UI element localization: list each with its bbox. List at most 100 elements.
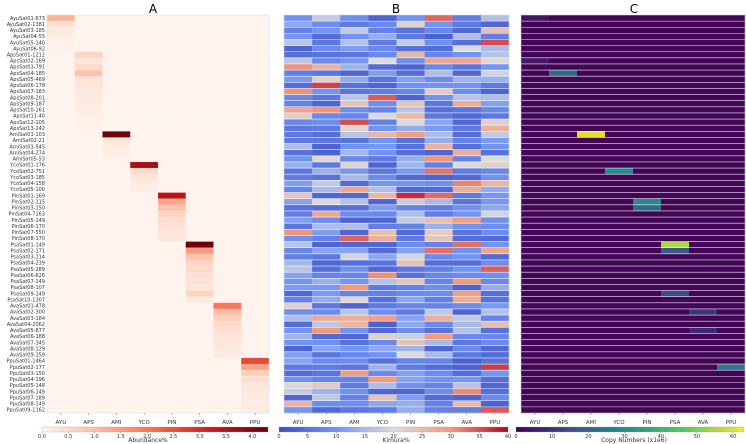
cell-b-17-7 [480,119,510,126]
cell-b-50-4 [396,321,425,328]
cell-c-37-6 [689,241,718,248]
cell-b-8-4 [396,63,425,71]
row-label: PinSat05-149 [12,218,45,224]
cell-b-21-6 [452,143,482,150]
cell-c-25-3 [605,168,634,175]
cell-a-62-0 [47,394,75,401]
cell-c-38-6 [689,247,718,254]
cell-b-4-1 [312,39,341,46]
cell-c-30-5 [661,198,690,206]
cell-c-25-1 [549,168,578,175]
cell-b-57-4 [396,364,425,371]
cell-a-36-5 [185,235,214,242]
cell-b-45-5 [424,290,453,297]
cell-a-51-1 [74,327,103,334]
cell-c-61-5 [661,388,690,395]
cell-c-19-4 [633,131,662,138]
cell-b-8-3 [368,63,397,71]
cell-b-34-5 [424,223,453,230]
cell-a-34-5 [185,223,214,230]
cell-c-43-1 [549,278,578,285]
cell-a-19-1 [74,131,103,138]
cell-b-42-1 [312,272,341,279]
cell-b-3-2 [340,33,369,40]
cell-b-5-3 [368,45,397,52]
cell-c-6-1 [549,51,578,59]
cell-c-7-7 [717,57,746,65]
cell-a-58-3 [130,370,159,377]
cell-c-11-0 [521,82,550,89]
cell-a-7-6 [213,57,242,65]
cell-b-48-4 [396,308,425,316]
cell-b-29-0 [284,192,313,199]
cell-b-52-2 [340,333,369,340]
cell-a-35-1 [74,229,103,236]
cell-c-34-1 [549,223,578,230]
cell-b-46-0 [284,296,313,303]
col-label-c: PSA [670,420,681,426]
cell-c-12-3 [605,88,634,95]
cell-a-46-0 [47,296,75,303]
cell-a-29-7 [241,192,270,199]
col-label-a: AVA [222,420,233,426]
cell-c-17-3 [605,119,634,126]
cell-b-60-7 [480,382,510,389]
cell-b-63-4 [396,400,425,408]
cell-a-1-6 [213,21,242,28]
cell-a-6-6 [213,51,242,59]
cell-c-37-5 [661,241,690,248]
cell-c-56-6 [689,357,718,365]
cell-b-57-6 [452,364,482,371]
cell-c-7-3 [605,57,634,65]
cell-b-0-0 [284,15,313,22]
cell-a-32-4 [158,210,186,218]
cell-c-33-5 [661,217,690,224]
cell-c-49-4 [633,315,662,322]
cell-b-40-5 [424,259,453,267]
cell-a-5-1 [74,45,103,52]
cell-b-23-5 [424,155,453,163]
cell-c-0-2 [577,15,606,22]
cell-b-2-6 [452,27,482,34]
cell-c-22-3 [605,149,634,157]
cell-b-40-4 [396,259,425,267]
cell-c-33-2 [577,217,606,224]
cell-a-26-7 [241,174,270,181]
cell-b-8-2 [340,63,369,71]
cell-a-7-0 [47,57,75,65]
cell-c-3-3 [605,33,634,40]
cell-b-55-6 [452,351,482,359]
cell-c-12-0 [521,88,550,95]
cell-a-49-6 [213,315,242,322]
row-label: PpuSat03-150 [10,371,45,377]
cell-c-36-0 [521,235,550,242]
cell-a-4-3 [130,39,159,46]
colorbar-tick-label-a: 0.0 [38,434,46,440]
cell-a-10-1 [74,76,103,83]
cell-a-8-7 [241,63,270,71]
cell-b-60-3 [368,382,397,389]
cell-c-9-0 [521,70,550,77]
cell-a-22-4 [158,149,186,157]
cell-a-60-6 [213,382,242,389]
cell-c-9-3 [605,70,634,77]
cell-a-37-2 [102,241,131,248]
cell-a-2-3 [130,27,159,34]
cell-c-34-6 [689,223,718,230]
cell-b-5-1 [312,45,341,52]
row-label: PsaSat10-1307 [7,297,45,303]
cell-c-55-3 [605,351,634,359]
row-label: YcoSat04-158 [9,181,45,187]
cell-b-15-2 [340,106,369,114]
cell-c-20-5 [661,137,690,144]
cell-b-16-0 [284,112,313,120]
cell-b-38-0 [284,247,313,254]
cell-c-49-5 [661,315,690,322]
cell-c-57-2 [577,364,606,371]
cell-c-10-0 [521,76,550,83]
cell-b-41-4 [396,266,425,273]
cell-b-63-7 [480,400,510,408]
cell-b-59-2 [340,376,369,383]
cell-c-25-4 [633,168,662,175]
cell-c-21-5 [661,143,690,150]
